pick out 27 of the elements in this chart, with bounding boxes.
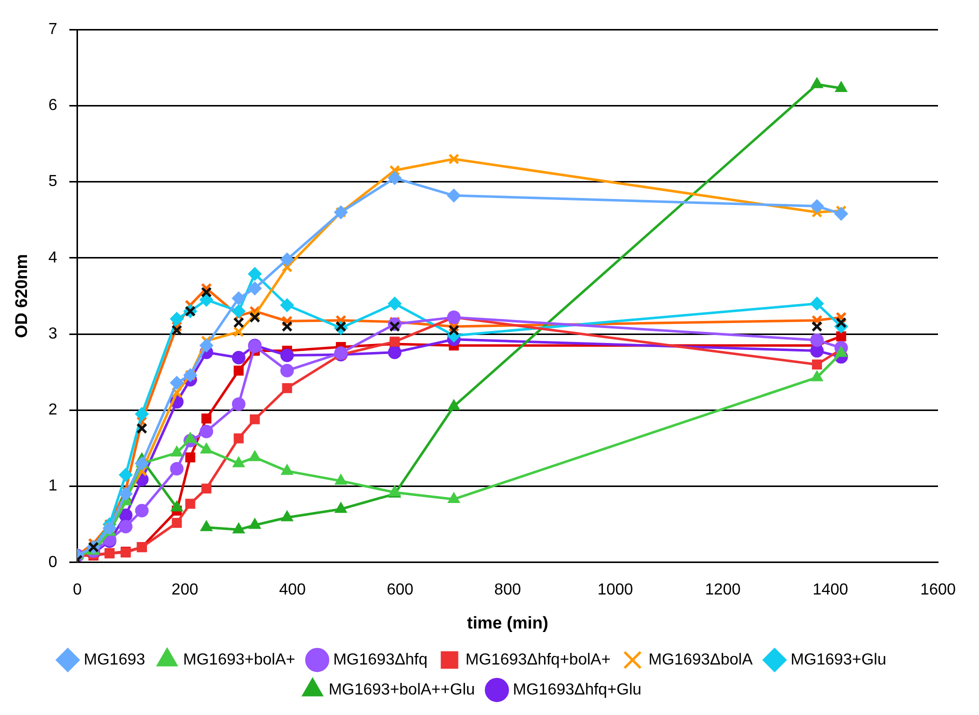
y-tick-label: 4: [48, 249, 58, 266]
x-axis-title: time (min): [467, 613, 548, 632]
y-tick-label: 1: [48, 478, 58, 495]
x-tick-label: 1400: [812, 581, 848, 598]
y-axis-title: OD 620nm: [12, 254, 31, 338]
y-tick-label: 0: [48, 554, 58, 571]
x-tick-label: 800: [494, 581, 522, 598]
legend-label: MG1693+bolA+: [183, 651, 296, 668]
x-tick-label: 1200: [705, 581, 741, 598]
legend-label: MG1693Δhfq+Glu: [512, 681, 642, 698]
y-tick-label: 3: [48, 325, 58, 342]
legend-label: MG1693Δhfq+bolA+: [466, 651, 611, 668]
x-tick-label: 200: [172, 581, 198, 598]
x-tick-label: 600: [386, 581, 414, 598]
y-tick-label: 2: [48, 402, 58, 419]
x-tick-label: 400: [279, 581, 306, 598]
legend-label: MG1693: [84, 651, 146, 668]
legend-label: MG1693+bolA++Glu: [328, 681, 475, 698]
y-tick-label: 6: [48, 97, 58, 114]
x-tick-label: 1000: [597, 581, 634, 598]
x-tick-label: 0: [72, 581, 82, 598]
x-tick-label: 1600: [920, 581, 956, 598]
legend-label: MG1693ΔbolA: [648, 651, 753, 668]
y-tick-label: 5: [48, 173, 58, 190]
legend-label: MG1693+Glu: [790, 651, 886, 668]
legend-label: MG1693Δhfq: [333, 651, 428, 668]
y-tick-label: 7: [48, 21, 58, 38]
